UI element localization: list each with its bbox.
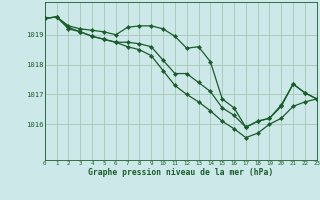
X-axis label: Graphe pression niveau de la mer (hPa): Graphe pression niveau de la mer (hPa) (88, 168, 273, 177)
